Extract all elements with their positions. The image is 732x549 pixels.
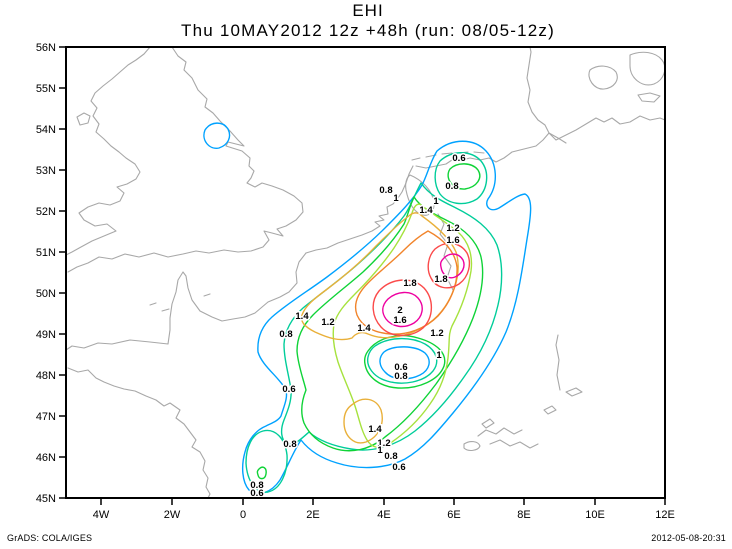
contour-label: 1 (393, 193, 399, 204)
contour-1.2-main (332, 203, 473, 449)
isle-of-man (76, 112, 91, 126)
contour-2-northeast-max (439, 253, 465, 279)
contour-label: 1.4 (419, 205, 433, 216)
channel-islands (149, 293, 211, 312)
contour-label: 0.8 (283, 439, 296, 450)
contour-1.8-northeast-lobe (427, 242, 471, 289)
coastline-britain-west (65, 46, 151, 256)
plot-title: EHI (352, 1, 383, 20)
contour-0.8-low-ring (366, 337, 438, 384)
contour-label: 1 (433, 196, 439, 207)
contour-label: 1.2 (430, 328, 443, 339)
contour-1.4-south-hook (343, 398, 383, 444)
x-tick-label: 2W (164, 509, 181, 521)
alpine-lakes (463, 334, 583, 451)
contour-label: 1 (436, 350, 442, 361)
contour-label: 1.2 (377, 438, 390, 449)
contour-label: 1.4 (357, 323, 371, 334)
contour-1-low-ring (363, 334, 446, 389)
coastline-baltic-german (548, 115, 666, 141)
contour-label: 1.2 (446, 223, 459, 234)
coastline-belgium-netherlands (305, 165, 414, 254)
contour-0.6-england (203, 122, 231, 149)
contour-label: 2 (397, 305, 402, 316)
y-tick-label: 49N (36, 329, 56, 341)
y-tick-label: 52N (36, 206, 56, 218)
contour-1.6-main (354, 230, 458, 335)
y-tick-label: 55N (36, 83, 56, 95)
y-tick-label: 54N (36, 124, 56, 136)
y-tick-label: 53N (36, 165, 56, 177)
y-tick-label: 48N (36, 370, 56, 382)
contour-label: 0.6 (452, 153, 465, 164)
rhine-river (437, 213, 454, 291)
contour-label: 0.6 (282, 384, 295, 395)
coastlines (65, 46, 666, 499)
contour-label: 1.6 (393, 315, 406, 326)
x-tick-label: 12E (655, 509, 675, 521)
contour-1-north-oval (447, 163, 481, 190)
contour-label: 0.8 (445, 181, 458, 192)
x-tick-label: 4E (377, 509, 390, 521)
x-tick-label: 10E (585, 509, 605, 521)
x-tick-label: 0 (240, 509, 246, 521)
y-tick-label: 50N (36, 288, 56, 300)
x-tick-label: 4W (93, 509, 110, 521)
map-frame (65, 46, 666, 499)
y-tick-label: 47N (36, 411, 56, 423)
contour-1.8-southwest-lobe (372, 279, 433, 337)
contour-0.8-north-ring (434, 152, 488, 205)
y-tick-label: 46N (36, 452, 56, 464)
y-tick-label: 45N (36, 493, 56, 505)
contour-2-southwest-max (382, 291, 423, 328)
x-tick-label: 8E (517, 509, 530, 521)
contour-label: 0.8 (250, 480, 263, 491)
contour-label: 0.8 (379, 185, 392, 196)
plot-subtitle: Thu 10MAY2012 12z +48h (run: 08/05-12z) (181, 21, 555, 40)
contour-label: 0.8 (279, 329, 292, 340)
contour-label: 1.4 (295, 311, 309, 322)
y-tick-label: 56N (36, 42, 56, 54)
contour-labels: 0.60.80.81 11.41.21.61.8 1.821.61.41.21.40… (249, 152, 467, 501)
coastline-brittany-south-west-france (67, 367, 211, 499)
grads-credit: GrADS: COLA/IGES (7, 533, 92, 543)
timestamp: 2012-05-08-20:31 (651, 533, 726, 543)
contour-1-main (296, 196, 484, 452)
contour-0.6-low-oval (379, 346, 430, 380)
coastline-france-channel (65, 252, 307, 351)
frisian-islands (411, 151, 485, 161)
contour-label: 0.8 (384, 451, 397, 462)
contour-label: 0.6 (392, 462, 405, 473)
contour-1-sw-tiny (256, 466, 267, 480)
contour-label: 1.8 (403, 278, 416, 289)
danish-islands (588, 51, 666, 103)
axis-ticks: 56N 55N 54N 53N 52N 51N 50N 49N 48N 47N 46N 45N 4W 2W… (36, 42, 675, 521)
y-tick-label: 51N (36, 247, 56, 259)
contour-label: 1.6 (446, 235, 459, 246)
contour-label: 0.8 (394, 371, 407, 382)
contour-0.6-main (241, 140, 532, 495)
contour-label: 1.8 (434, 274, 447, 285)
x-tick-label: 2E (306, 509, 319, 521)
x-tick-label: 6E (447, 509, 460, 521)
contour-label: 0.6 (394, 362, 407, 373)
contour-label: 1.4 (368, 424, 382, 435)
contour-0.8-main (280, 182, 503, 451)
contours (203, 122, 532, 495)
contour-label: 1 (377, 445, 383, 456)
contour-label: 1.2 (321, 317, 334, 328)
coastline-britain-east-south (67, 46, 304, 273)
contour-0.8-sw-loop (245, 429, 288, 493)
coastline-german-bight-denmark (415, 46, 567, 169)
